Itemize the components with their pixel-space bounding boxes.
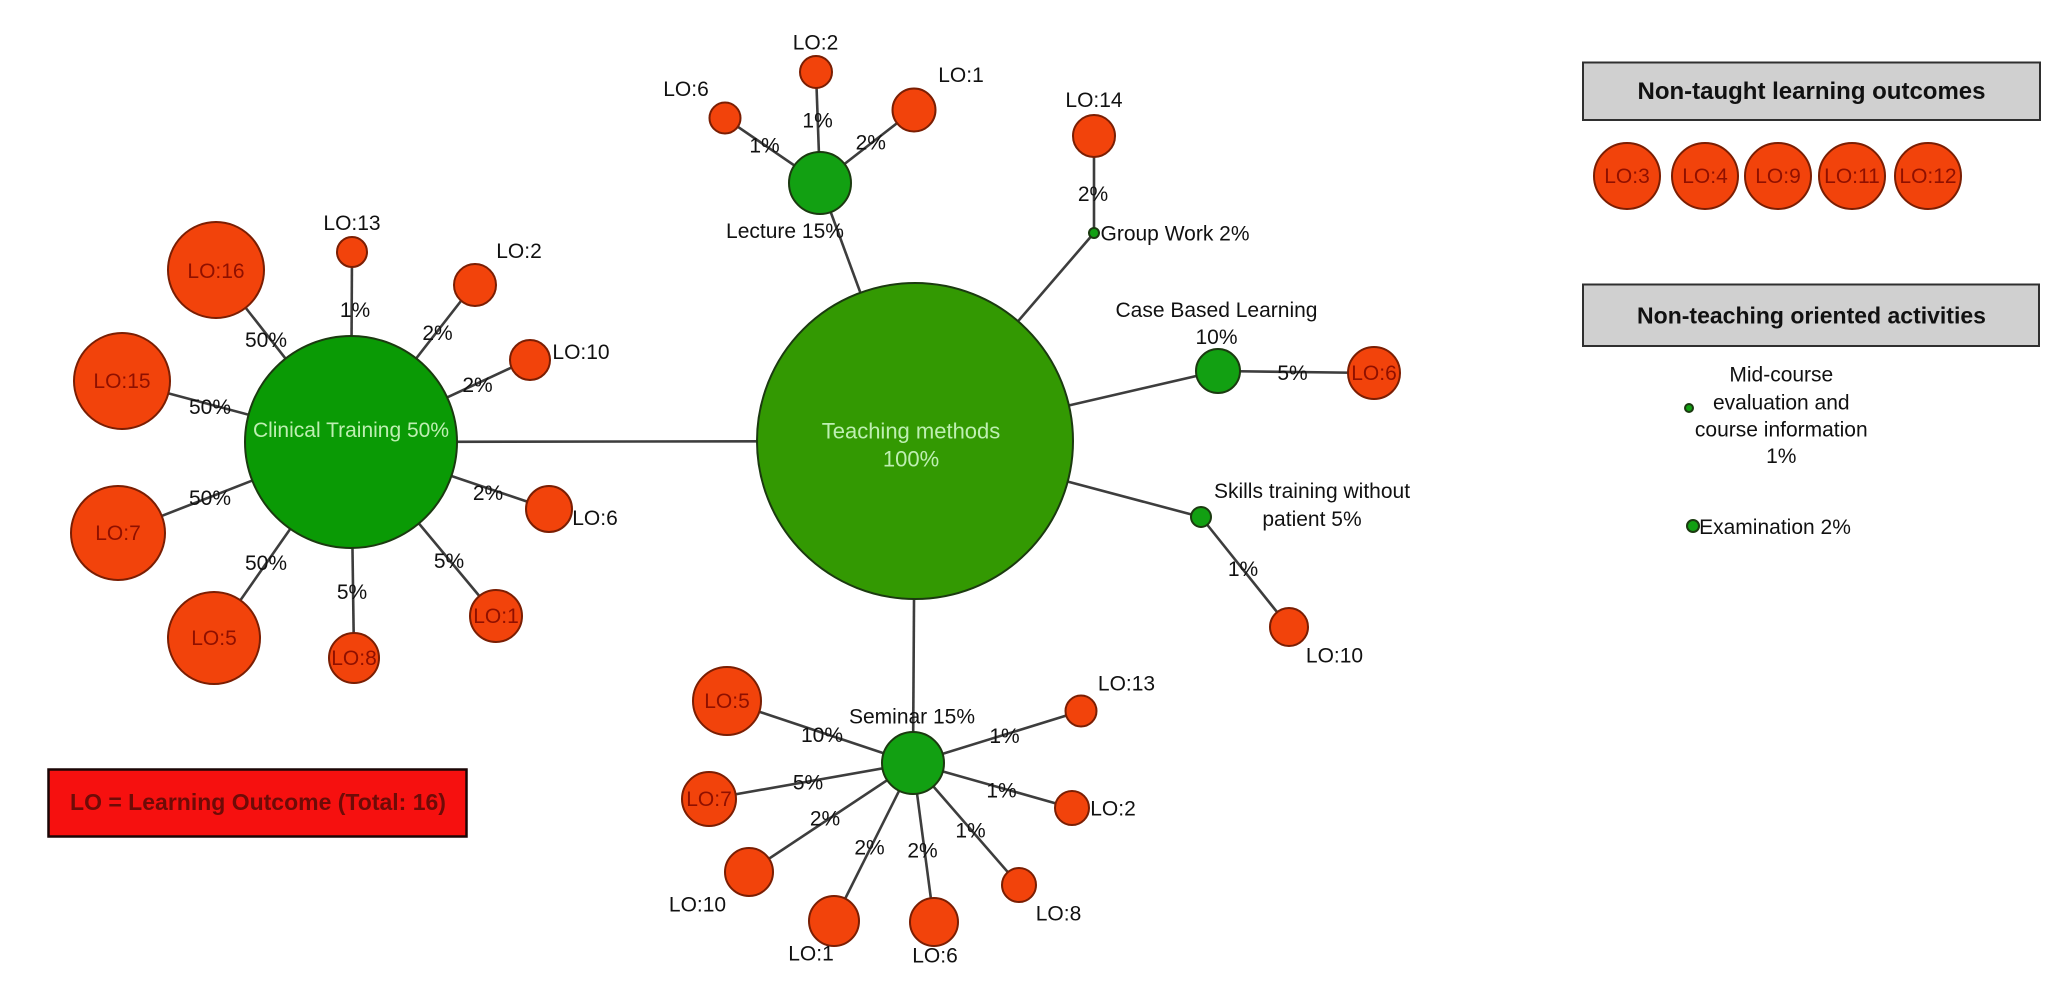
svg-text:LO:8: LO:8 bbox=[1036, 903, 1082, 926]
svg-text:5%: 5% bbox=[337, 581, 367, 604]
svg-text:Group Work 2%: Group Work 2% bbox=[1101, 223, 1250, 246]
svg-text:Case Based Learning: Case Based Learning bbox=[1116, 299, 1318, 322]
svg-text:1%: 1% bbox=[986, 780, 1016, 803]
svg-text:course information: course information bbox=[1695, 419, 1868, 442]
svg-text:LO:15: LO:15 bbox=[93, 370, 150, 393]
svg-text:2%: 2% bbox=[422, 322, 452, 345]
svg-text:1%: 1% bbox=[802, 109, 832, 132]
svg-text:2%: 2% bbox=[907, 840, 937, 863]
svg-text:2%: 2% bbox=[856, 132, 886, 155]
svg-text:LO = Learning Outcome (Total:: LO = Learning Outcome (Total: 16) bbox=[70, 789, 446, 815]
svg-text:LO:7: LO:7 bbox=[95, 522, 141, 545]
svg-text:LO:13: LO:13 bbox=[323, 212, 380, 235]
svg-text:50%: 50% bbox=[189, 487, 231, 510]
svg-text:1%: 1% bbox=[955, 820, 985, 843]
svg-text:LO:10: LO:10 bbox=[1306, 645, 1363, 668]
svg-text:Skills training without: Skills training without bbox=[1214, 480, 1410, 503]
svg-text:10%: 10% bbox=[801, 724, 843, 747]
svg-text:LO:9: LO:9 bbox=[1755, 165, 1801, 188]
svg-text:50%: 50% bbox=[245, 329, 287, 352]
svg-text:2%: 2% bbox=[473, 482, 503, 505]
svg-text:LO:7: LO:7 bbox=[686, 788, 732, 811]
svg-text:1%: 1% bbox=[1228, 558, 1258, 581]
svg-text:Clinical Training 50%: Clinical Training 50% bbox=[253, 419, 449, 442]
svg-text:10%: 10% bbox=[1195, 326, 1237, 349]
svg-text:100%: 100% bbox=[883, 447, 939, 472]
svg-text:LO:5: LO:5 bbox=[704, 690, 750, 713]
svg-text:2%: 2% bbox=[1078, 183, 1108, 206]
svg-text:LO:4: LO:4 bbox=[1682, 165, 1728, 188]
svg-text:Teaching methods: Teaching methods bbox=[822, 419, 1001, 444]
svg-text:Non-taught learning outcomes: Non-taught learning outcomes bbox=[1638, 78, 1986, 105]
svg-text:5%: 5% bbox=[793, 772, 823, 795]
svg-text:Lecture 15%: Lecture 15% bbox=[726, 220, 844, 243]
svg-text:1%: 1% bbox=[749, 135, 779, 158]
svg-text:1%: 1% bbox=[340, 299, 370, 322]
svg-text:Seminar 15%: Seminar 15% bbox=[849, 706, 975, 729]
svg-text:Examination 2%: Examination 2% bbox=[1699, 516, 1851, 539]
svg-text:LO:6: LO:6 bbox=[1351, 362, 1397, 385]
svg-text:LO:1: LO:1 bbox=[473, 605, 519, 628]
svg-text:1%: 1% bbox=[1766, 445, 1796, 468]
svg-text:LO:13: LO:13 bbox=[1098, 673, 1155, 696]
svg-text:LO:14: LO:14 bbox=[1065, 89, 1123, 112]
svg-text:LO:1: LO:1 bbox=[788, 943, 834, 966]
svg-text:LO:2: LO:2 bbox=[793, 32, 839, 55]
svg-text:LO:8: LO:8 bbox=[331, 647, 377, 670]
svg-text:evaluation and: evaluation and bbox=[1713, 392, 1850, 415]
svg-text:2%: 2% bbox=[810, 808, 840, 831]
svg-text:50%: 50% bbox=[245, 552, 287, 575]
svg-text:LO:2: LO:2 bbox=[1090, 798, 1136, 821]
svg-text:5%: 5% bbox=[1277, 362, 1307, 385]
svg-text:1%: 1% bbox=[989, 725, 1019, 748]
svg-text:LO:6: LO:6 bbox=[663, 78, 709, 101]
svg-text:Mid-course: Mid-course bbox=[1729, 364, 1833, 387]
svg-text:LO:10: LO:10 bbox=[669, 894, 726, 917]
svg-text:LO:5: LO:5 bbox=[191, 627, 237, 650]
svg-text:Non-teaching oriented activiti: Non-teaching oriented activities bbox=[1637, 303, 1986, 329]
svg-text:2%: 2% bbox=[462, 374, 492, 397]
svg-text:LO:6: LO:6 bbox=[572, 507, 618, 530]
svg-text:LO:3: LO:3 bbox=[1604, 165, 1650, 188]
svg-text:LO:1: LO:1 bbox=[938, 64, 984, 87]
svg-text:50%: 50% bbox=[189, 396, 231, 419]
svg-text:LO:11: LO:11 bbox=[1824, 165, 1880, 188]
svg-text:2%: 2% bbox=[854, 837, 884, 860]
svg-text:LO:10: LO:10 bbox=[552, 341, 609, 364]
svg-text:LO:16: LO:16 bbox=[187, 260, 244, 283]
svg-text:LO:2: LO:2 bbox=[496, 240, 542, 263]
svg-text:5%: 5% bbox=[434, 550, 464, 573]
svg-text:patient 5%: patient 5% bbox=[1262, 508, 1361, 531]
svg-text:LO:12: LO:12 bbox=[1899, 165, 1956, 188]
svg-text:LO:6: LO:6 bbox=[912, 945, 958, 968]
